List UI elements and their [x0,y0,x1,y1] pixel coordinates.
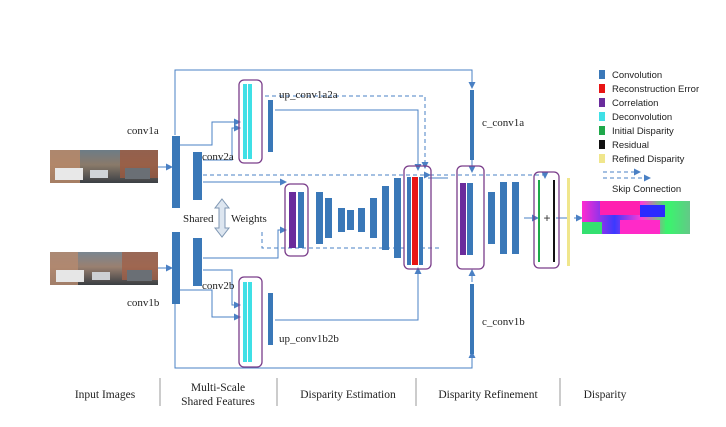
refinement-correlation-box [456,165,485,270]
legend-swatch-refined-disparity [599,154,605,163]
stage-disparity-estimation: Disparity Estimation [300,389,396,401]
ref-dec-2 [500,182,507,254]
recon-left-bar [407,177,411,265]
label-conv1a: conv1a [127,125,159,137]
highlight-boxes [238,79,560,368]
connections [158,69,583,369]
legend-label-convolution: Convolution [612,70,662,81]
label-conv1b: conv1b [127,297,160,309]
stage-separators [159,378,561,406]
ref-dec-1 [488,192,495,244]
conv2a-bar [193,152,202,200]
correlation-conv-bar [298,192,304,248]
recon-error-bar [412,177,418,265]
legend-swatch-deconvolution [599,112,605,121]
legend-swatch-residual [599,140,605,149]
est-dec-1 [358,208,365,232]
up-conv1a2a-bar [268,100,273,152]
legend-swatch-convolution [599,70,605,79]
legend-label-correlation: Correlation [612,98,658,109]
legend-swatch-initial-disparity [599,126,605,135]
refinement-output-box [533,171,560,269]
recon-error-box [403,165,432,270]
output-disparity-map [582,201,690,234]
ref-dec-3 [512,182,519,254]
legend-label-deconvolution: Deconvolution [612,112,672,123]
est-enc-3 [338,208,345,232]
label-up-conv1a2a: up_conv1a2a [279,89,338,101]
est-enc-4 [347,210,354,230]
legend-label-residual: Residual [612,140,649,151]
label-conv2b: conv2b [202,280,235,292]
label-c-conv1a: c_conv1a [482,117,524,129]
c-conv1a-bar [470,90,474,160]
correlation-bar [289,192,296,248]
stage-disparity: Disparity [584,389,627,401]
stage-input-images: Input Images [75,389,136,401]
recon-right-bar [419,177,423,265]
est-enc-2 [325,198,332,238]
correlation-box [284,183,309,257]
up-conv1b2b-deconv-a [243,282,247,362]
label-c-conv1b: c_conv1b [482,316,525,328]
skip-connections [203,95,641,249]
residual-bar [553,180,555,262]
legend-swatch-correlation [599,98,605,107]
label-conv2a: conv2a [202,151,234,163]
est-dec-3 [382,186,389,250]
ref-correlation-bar [460,183,466,255]
conv1b-bar [172,232,180,304]
label-weights: Weights [231,213,267,225]
refined-disparity-bar [567,178,570,266]
up-conv1a2a-deconv-a [243,84,247,159]
label-up-conv1b2b: up_conv1b2b [279,333,339,345]
label-shared: Shared [183,213,214,225]
legend-swatch-reconstruction-error [599,84,605,93]
legend: Convolution Reconstruction Error Correla… [599,70,699,195]
ref-conv-bar [467,183,473,255]
est-dec-2 [370,198,377,238]
stage-disparity-refinement: Disparity Refinement [438,389,538,401]
conv1a-bar [172,136,180,208]
legend-label-initial-disparity: Initial Disparity [612,126,674,137]
legend-label-reconstruction-error: Reconstruction Error [612,84,699,95]
input-image-right [50,252,158,285]
up-conv1a2a-deconv-b [248,84,252,159]
input-image-left [50,150,158,183]
stage-multi-scale-shared-features: Multi-Scale Shared Features [181,382,255,408]
legend-label-skip-connection: Skip Connection [612,184,681,195]
conv2b-bar [193,238,202,286]
legend-label-refined-disparity: Refined Disparity [612,154,685,165]
up-conv1b2b-deconv-b [248,282,252,362]
sum-symbol: + [543,211,550,225]
shared-weights-arrow-icon [213,198,231,238]
deconv-box-top [238,79,263,164]
c-conv1b-bar [470,284,474,354]
deconv-box-bottom [238,276,263,368]
layer-bars [172,84,570,362]
up-conv1b2b-bar [268,293,273,345]
initial-disparity-bar [538,180,540,262]
est-enc-1 [316,192,323,244]
est-dec-4 [394,178,401,258]
